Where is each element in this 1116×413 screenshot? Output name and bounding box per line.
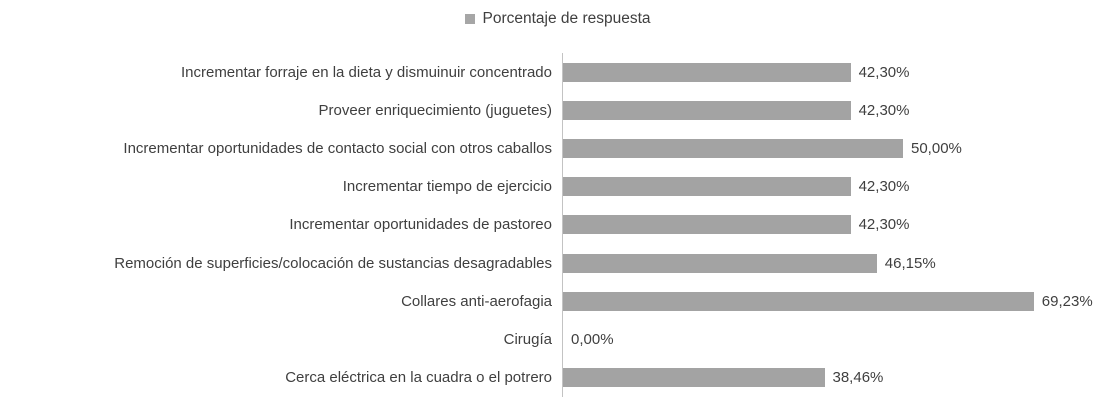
- bar-track: 46,15%: [562, 243, 1116, 283]
- category-label: Proveer enriquecimiento (juguetes): [318, 101, 552, 119]
- chart-row: Incrementar oportunidades de contacto so…: [0, 129, 1116, 168]
- chart-row: Cerca eléctrica en la cuadra o el potrer…: [0, 358, 1116, 397]
- value-label: 42,30%: [858, 178, 910, 196]
- chart-row: Incrementar tiempo de ejercicio 42,30%: [0, 167, 1116, 206]
- category-label: Incrementar forraje en la dieta y dismui…: [180, 63, 552, 81]
- category-label: Incrementar oportunidades de pastoreo: [289, 216, 552, 234]
- bar-track: 42,30%: [562, 205, 1116, 244]
- bar: [563, 253, 877, 273]
- bar-track: 38,46%: [562, 358, 1116, 397]
- value-label: 0,00%: [571, 330, 614, 348]
- chart-row: Incrementar forraje en la dieta y dismui…: [0, 53, 1116, 92]
- chart-row: Cirugía 0,00%: [0, 320, 1116, 359]
- legend-label: Porcentaje de respuesta: [482, 10, 651, 27]
- chart-row: Remoción de superficies/colocación de su…: [0, 243, 1116, 283]
- bar: [563, 368, 825, 388]
- value-label: 42,30%: [858, 101, 910, 119]
- category-label: Incrementar oportunidades de contacto so…: [123, 139, 552, 157]
- bar: [563, 291, 1034, 311]
- bar-track: 42,30%: [562, 167, 1116, 206]
- chart-row: Incrementar oportunidades de pastoreo 42,…: [0, 205, 1116, 244]
- chart-row: Collares anti-aerofagia 69,23%: [0, 282, 1116, 321]
- bar: [563, 62, 851, 82]
- bar: [563, 100, 851, 120]
- chart-row: Proveer enriquecimiento (juguetes) 42,30%: [0, 91, 1116, 130]
- category-label: Cerca eléctrica en la cuadra o el potrer…: [285, 369, 552, 387]
- value-label: 42,30%: [858, 216, 910, 234]
- bar: [563, 215, 851, 235]
- bar-track: 42,30%: [562, 91, 1116, 130]
- bar-track: 69,23%: [562, 282, 1116, 321]
- bar: [563, 138, 903, 158]
- bar-track: 0,00%: [562, 320, 1116, 359]
- category-label: Cirugía: [503, 330, 552, 348]
- category-label: Incrementar tiempo de ejercicio: [342, 178, 552, 196]
- category-label: Collares anti-aerofagia: [401, 292, 552, 310]
- chart-legend: Porcentaje de respuesta: [0, 0, 1116, 29]
- legend-marker-square: [465, 14, 476, 24]
- category-label: Remoción de superficies/colocación de su…: [114, 254, 552, 272]
- bar: [563, 177, 851, 197]
- value-label: 42,30%: [858, 63, 910, 81]
- value-label: 38,46%: [832, 369, 884, 387]
- bar-track: 42,30%: [562, 53, 1116, 92]
- bar-track: 50,00%: [562, 129, 1116, 168]
- value-label: 46,15%: [884, 254, 936, 272]
- chart-plot-area: Incrementar forraje en la dieta y dismui…: [0, 53, 1116, 402]
- value-label: 69,23%: [1041, 292, 1093, 310]
- value-label: 50,00%: [911, 139, 962, 157]
